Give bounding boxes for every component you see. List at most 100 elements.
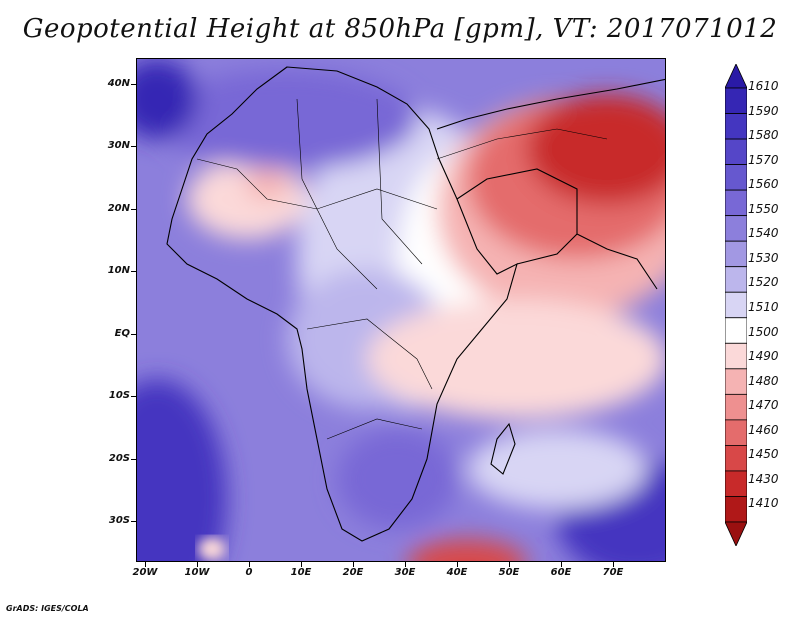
legend-swatch bbox=[725, 87, 747, 114]
lon-tickmark bbox=[353, 562, 354, 567]
field-sahara-high bbox=[245, 168, 289, 200]
legend-label: 1480 bbox=[748, 374, 779, 388]
field-red-core bbox=[527, 94, 665, 204]
lat-tick-label: EQ bbox=[114, 328, 130, 339]
lon-tickmark bbox=[457, 562, 458, 567]
legend-label: 1500 bbox=[748, 325, 779, 339]
color-legend bbox=[725, 64, 747, 546]
legend-label: 1490 bbox=[748, 349, 779, 363]
africa-outline bbox=[166, 66, 518, 542]
lon-tickmark bbox=[249, 562, 250, 567]
legend-swatch bbox=[725, 445, 747, 472]
lat-tick-label: 10S bbox=[108, 390, 130, 401]
legend-label: 1530 bbox=[748, 251, 779, 265]
legend-swatch bbox=[725, 393, 747, 421]
lon-tickmark bbox=[145, 562, 146, 567]
legend-label: 1430 bbox=[748, 472, 779, 486]
legend-label: 1560 bbox=[748, 177, 779, 191]
legend-label: 1550 bbox=[748, 202, 779, 216]
legend-label: 1450 bbox=[748, 447, 779, 461]
border-middle-east bbox=[436, 128, 608, 160]
lat-tickmark bbox=[131, 459, 136, 460]
lon-tickmark bbox=[561, 562, 562, 567]
field-indian-ocean-pink bbox=[367, 299, 665, 419]
lat-tickmark bbox=[131, 271, 136, 272]
lat-tick-label: 20S bbox=[108, 453, 130, 464]
legend-swatch bbox=[725, 113, 747, 140]
legend-label: 1580 bbox=[748, 128, 779, 142]
border-libya bbox=[376, 98, 423, 265]
border-southern bbox=[326, 418, 423, 440]
field-south-red bbox=[407, 539, 527, 561]
lon-tick-label: 10E bbox=[290, 567, 312, 578]
lon-tick-label: 50E bbox=[498, 567, 520, 578]
field-med-purple bbox=[157, 69, 417, 169]
lat-tickmark bbox=[131, 84, 136, 85]
legend-swatch bbox=[725, 521, 747, 546]
lon-tick-label: 40E bbox=[446, 567, 468, 578]
legend-label: 1510 bbox=[748, 300, 779, 314]
lat-tick-label: 40N bbox=[107, 78, 130, 89]
grads-credit: GrADS: IGES/COLA bbox=[6, 604, 89, 613]
legend-label: 1470 bbox=[748, 398, 779, 412]
lon-tickmark bbox=[509, 562, 510, 567]
lon-tickmark bbox=[301, 562, 302, 567]
northern-coast bbox=[436, 78, 665, 130]
legend-swatch bbox=[725, 291, 747, 319]
field-atlantic-low bbox=[137, 379, 227, 561]
border-congo bbox=[306, 318, 433, 390]
legend-swatch bbox=[725, 64, 747, 89]
lat-tick-label: 30S bbox=[108, 515, 130, 526]
legend-swatch bbox=[725, 342, 747, 370]
legend-label: 1410 bbox=[748, 496, 779, 510]
lon-tick-label: 10W bbox=[184, 567, 210, 578]
lon-tickmark bbox=[613, 562, 614, 567]
legend-swatch bbox=[725, 240, 747, 268]
legend-label: 1540 bbox=[748, 226, 779, 240]
coastlines bbox=[166, 66, 665, 542]
legend-swatch bbox=[725, 138, 747, 165]
legend-swatch bbox=[725, 368, 747, 395]
legend-label: 1570 bbox=[748, 153, 779, 167]
legend-swatch bbox=[725, 470, 747, 497]
madagascar-outline bbox=[490, 422, 516, 475]
lat-tickmark bbox=[131, 396, 136, 397]
lon-tick-label: 30E bbox=[394, 567, 416, 578]
map-title: Geopotential Height at 850hPa [gpm], VT:… bbox=[22, 14, 778, 44]
lat-tick-label: 20N bbox=[107, 203, 130, 214]
legend-swatch bbox=[725, 419, 747, 446]
field-small-pink bbox=[198, 537, 226, 561]
lat-tick-label: 10N bbox=[107, 265, 130, 276]
lat-tickmark bbox=[131, 521, 136, 522]
field-nw-low bbox=[137, 59, 197, 139]
lon-tick-label: 60E bbox=[550, 567, 572, 578]
legend-swatch bbox=[725, 164, 747, 191]
border-algeria bbox=[296, 98, 378, 290]
legend-swatch bbox=[725, 215, 747, 242]
legend-label: 1590 bbox=[748, 104, 779, 118]
legend-swatch bbox=[725, 317, 747, 344]
lat-tickmark bbox=[131, 146, 136, 147]
legend-label: 1610 bbox=[748, 79, 779, 93]
borders bbox=[196, 98, 608, 440]
lon-tick-label: 20W bbox=[132, 567, 158, 578]
height-field bbox=[137, 59, 665, 561]
lat-tick-label: 30N bbox=[107, 140, 130, 151]
lon-tickmark bbox=[405, 562, 406, 567]
lon-tick-label: 20E bbox=[342, 567, 364, 578]
lon-tick-label: 0 bbox=[245, 567, 253, 578]
field-sahara-pink bbox=[187, 159, 307, 239]
legend-swatch bbox=[725, 496, 747, 523]
lat-tickmark bbox=[131, 334, 136, 335]
field-southern-africa bbox=[337, 429, 457, 529]
arabia-outline bbox=[456, 168, 578, 265]
legend-label: 1460 bbox=[748, 423, 779, 437]
legend-label: 1520 bbox=[748, 275, 779, 289]
map-plot-area bbox=[136, 58, 666, 562]
lat-tickmark bbox=[131, 209, 136, 210]
lon-tick-label: 70E bbox=[602, 567, 624, 578]
legend-swatch bbox=[725, 189, 747, 217]
india-coast bbox=[576, 233, 658, 290]
lon-tickmark bbox=[197, 562, 198, 567]
legend-swatch bbox=[725, 266, 747, 293]
